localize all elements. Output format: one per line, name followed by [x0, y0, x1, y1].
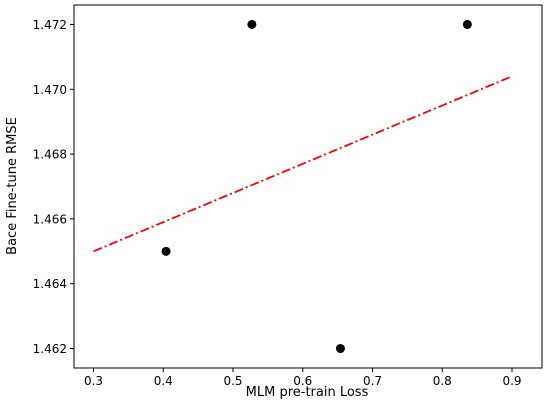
scatter-point	[335, 344, 345, 354]
x-axis-label: MLM pre-train Loss	[246, 385, 369, 400]
y-axis-ticks: 1.462 1.464 1.466 1.468 1.470 1.472	[33, 18, 74, 356]
x-tick-label: 0.3	[84, 374, 103, 388]
x-tick-label: 0.5	[223, 374, 242, 388]
y-tick-label: 1.472	[33, 18, 67, 32]
y-tick-label: 1.466	[33, 212, 67, 226]
x-tick-label: 0.8	[433, 374, 452, 388]
y-tick-label: 1.468	[33, 148, 67, 162]
x-tick-label: 0.6	[293, 374, 312, 388]
scatter-point	[247, 19, 257, 29]
x-axis-ticks: 0.3 0.4 0.5 0.6 0.7 0.8 0.9	[84, 368, 522, 388]
y-tick-label: 1.464	[33, 277, 67, 291]
trendline-group	[93, 75, 513, 253]
scatter-point	[462, 19, 472, 29]
trendline	[93, 75, 513, 253]
points-group	[161, 19, 472, 354]
plot-frame	[73, 4, 543, 369]
scatter-point	[161, 246, 171, 256]
y-axis-label: Bace Fine-tune RMSE	[5, 117, 20, 255]
y-tick-label: 1.462	[33, 342, 67, 356]
x-tick-label: 0.9	[502, 374, 521, 388]
x-tick-label: 0.7	[363, 374, 382, 388]
x-tick-label: 0.4	[154, 374, 173, 388]
y-tick-label: 1.470	[33, 83, 67, 97]
